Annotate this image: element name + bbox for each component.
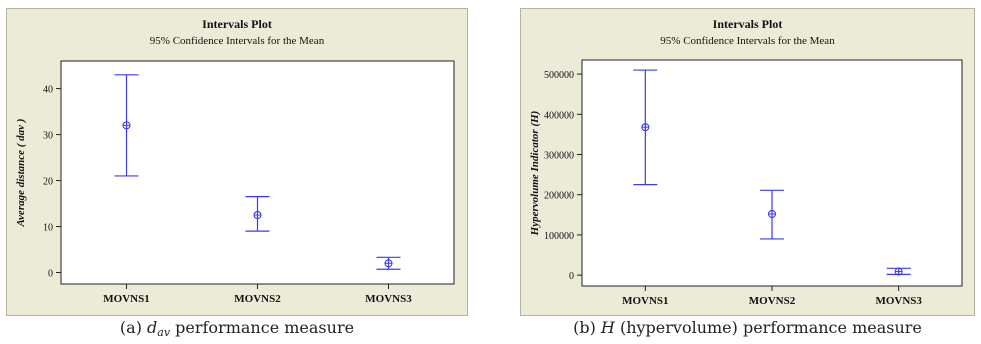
y-tick-label: 20 xyxy=(43,177,53,188)
x-tick-label: MOVNS3 xyxy=(875,295,922,307)
y-tick-label: 500000 xyxy=(544,70,574,81)
caption-a-subscript: av xyxy=(157,326,171,339)
x-tick-label: MOVNS1 xyxy=(103,293,149,305)
caption-a-prefix: (a) xyxy=(119,318,148,337)
caption-a: (a) dav performance measure xyxy=(6,318,468,340)
interval-chart-a: Intervals Plot 95% Confidence Intervals f… xyxy=(6,8,468,316)
chart-title: Intervals Plot xyxy=(713,17,783,31)
chart-subtitle: 95% Confidence Intervals for the Mean xyxy=(150,35,325,47)
x-tick-label: MOVNS2 xyxy=(234,293,281,305)
y-axis-label: Average distance ( dav ) xyxy=(15,119,27,228)
x-tick-label: MOVNS1 xyxy=(622,295,668,307)
x-tick-label: MOVNS3 xyxy=(365,293,412,305)
chart-subtitle: 95% Confidence Intervals for the Mean xyxy=(660,35,835,47)
y-tick-label: 300000 xyxy=(544,151,574,162)
y-tick-label: 10 xyxy=(43,223,53,234)
y-tick-label: 0 xyxy=(48,269,53,280)
caption-b: (b) H (hypervolume) performance measure xyxy=(520,318,975,340)
caption-b-text: (hypervolume) performance measure xyxy=(614,318,922,337)
plot-area xyxy=(581,59,963,287)
chart-title: Intervals Plot xyxy=(202,17,272,31)
y-tick-label: 40 xyxy=(43,85,53,96)
caption-a-symbol: d xyxy=(147,318,158,337)
interval-chart-b: Intervals Plot 95% Confidence Intervals f… xyxy=(520,8,975,316)
y-tick-label: 400000 xyxy=(544,110,574,121)
y-tick-label: 0 xyxy=(569,271,574,282)
y-tick-label: 100000 xyxy=(544,231,574,242)
caption-b-symbol: H xyxy=(600,318,615,337)
caption-b-prefix: (b) xyxy=(573,318,601,337)
y-axis-label: Hypervolume Indicator (H) xyxy=(529,111,541,237)
caption-a-text: performance measure xyxy=(170,318,355,337)
y-tick-label: 200000 xyxy=(544,191,574,202)
plot-area xyxy=(60,60,455,285)
x-tick-label: MOVNS2 xyxy=(749,295,796,307)
chart-panel-b: Intervals Plot 95% Confidence Intervals f… xyxy=(520,8,975,316)
y-tick-label: 30 xyxy=(43,131,53,142)
chart-panel-a: Intervals Plot 95% Confidence Intervals f… xyxy=(6,8,468,316)
